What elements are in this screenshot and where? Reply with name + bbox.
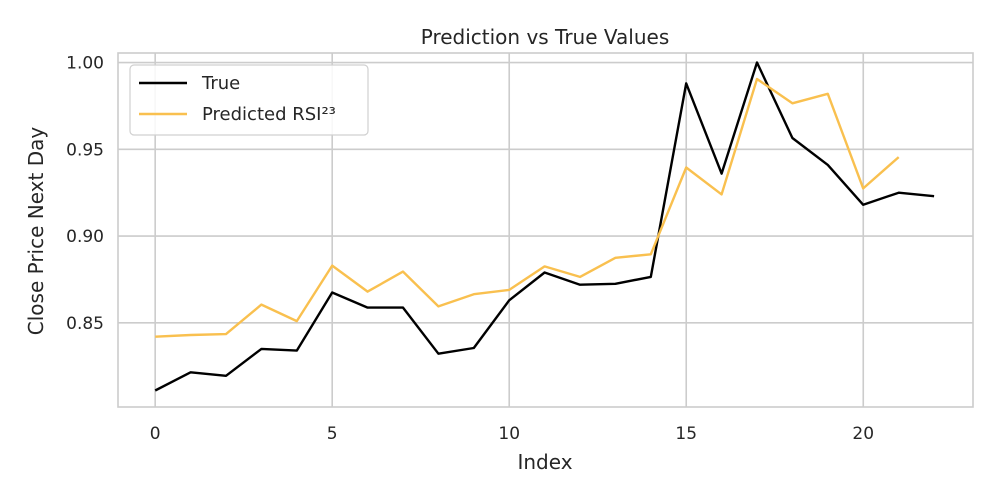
x-tick-label: 5 bbox=[327, 424, 338, 444]
legend-box bbox=[129, 64, 369, 136]
chart-title: Prediction vs True Values bbox=[421, 25, 670, 49]
plot-area-frame bbox=[117, 52, 974, 408]
x-tick-label: 0 bbox=[150, 424, 161, 444]
x-tick-label: 20 bbox=[852, 424, 874, 444]
gridlines bbox=[118, 53, 973, 407]
y-tick-label: 0.90 bbox=[66, 227, 104, 247]
legend: True Predicted RSI²³ bbox=[129, 64, 369, 136]
x-tick-label: 15 bbox=[675, 424, 697, 444]
series-line-1 bbox=[155, 77, 900, 338]
legend-label: Predicted RSI²³ bbox=[202, 104, 336, 125]
legend-label: True bbox=[201, 73, 240, 94]
series-lines bbox=[154, 61, 935, 392]
y-tick-label: 0.85 bbox=[66, 314, 104, 334]
x-tick-label: 10 bbox=[498, 424, 520, 444]
x-axis-label: Index bbox=[517, 450, 572, 474]
y-tick-label: 1.00 bbox=[66, 54, 104, 74]
y-axis-label: Close Price Next Day bbox=[24, 127, 48, 336]
tick-labels: 0 5 10 15 20 0.85 0.90 0.95 1.00 bbox=[66, 54, 874, 444]
y-tick-label: 0.95 bbox=[66, 140, 104, 160]
series-line-0 bbox=[154, 61, 935, 392]
